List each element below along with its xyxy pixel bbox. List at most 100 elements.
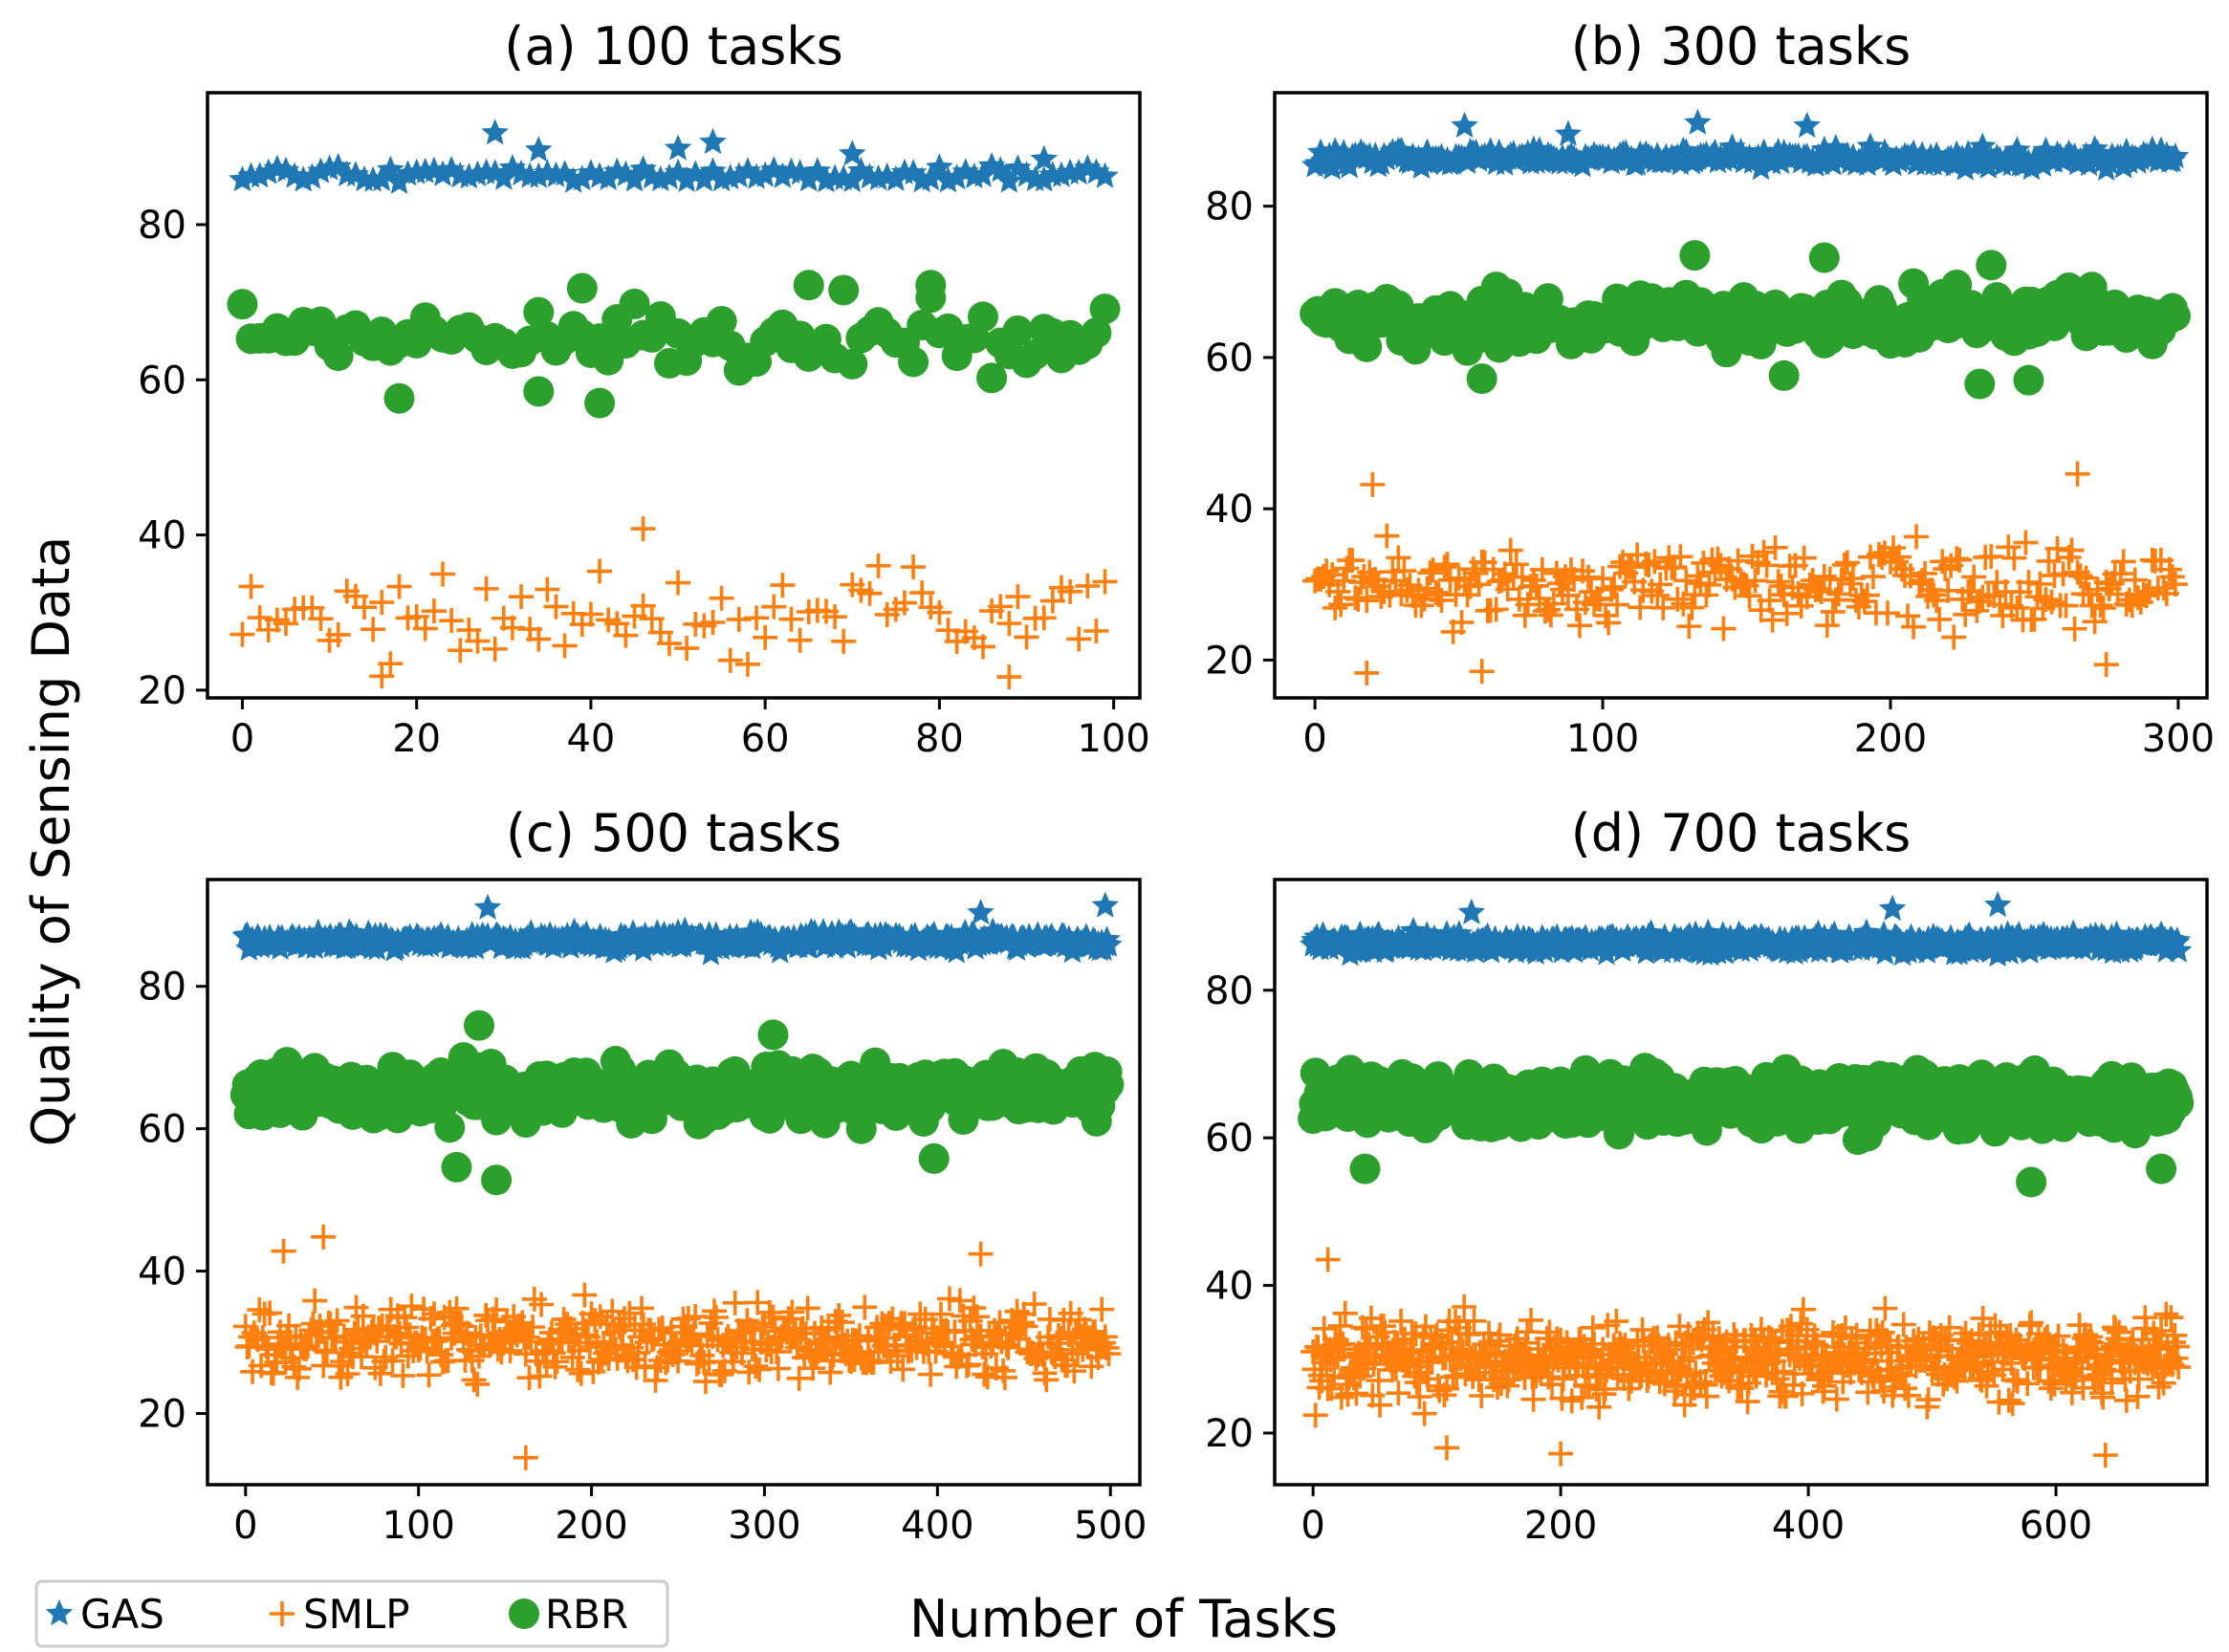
smlp-point (1671, 1348, 1696, 1374)
smlp-point (2158, 1305, 2184, 1331)
smlp-point (698, 1311, 724, 1337)
smlp-point (1344, 1380, 1369, 1406)
smlp-point (1407, 1384, 1432, 1410)
smlp-point (1520, 1386, 1546, 1412)
smlp-point (348, 1344, 374, 1370)
gas-point (943, 163, 971, 190)
smlp-point (369, 590, 395, 616)
x-tick-label: 400 (1772, 1504, 1845, 1548)
rbr-point (322, 340, 354, 372)
smlp-point (1083, 618, 1109, 643)
smlp-point (529, 1292, 555, 1317)
gas-point (655, 163, 684, 189)
smlp-point (1388, 1308, 1414, 1334)
smlp-point (677, 1327, 703, 1353)
series-smlp (232, 1224, 1122, 1470)
gas-point (385, 167, 413, 194)
smlp-point (367, 1360, 393, 1386)
gas-point (290, 165, 317, 192)
rbr-point (619, 288, 650, 319)
y-tick-label: 60 (1205, 1117, 1254, 1161)
gas-point (934, 166, 962, 193)
smlp-point (955, 1352, 981, 1378)
smlp-point (786, 1365, 812, 1391)
gas-point (428, 160, 457, 186)
smlp-point (2062, 616, 2087, 641)
smlp-point (1429, 587, 1454, 613)
smlp-point (1327, 1313, 1353, 1338)
smlp-point (2073, 565, 2099, 591)
smlp-point (1999, 593, 2024, 619)
smlp-point (1694, 582, 1719, 608)
rbr-point (1466, 363, 1497, 395)
smlp-point (2162, 1322, 2188, 1348)
gas-point (769, 162, 797, 188)
smlp-point (1780, 575, 1805, 600)
smlp-point (1742, 568, 1768, 594)
smlp-point (700, 610, 726, 636)
gas-point (229, 165, 256, 192)
legend-label: SMLP (303, 1591, 410, 1638)
smlp-point (314, 1339, 339, 1365)
smlp-point (692, 1369, 718, 1395)
smlp-point (412, 616, 438, 641)
smlp-point (1549, 576, 1575, 602)
smlp-point (2082, 609, 2108, 635)
gas-point (795, 165, 822, 192)
smlp-point (1096, 1341, 1122, 1367)
smlp-point (513, 1445, 538, 1470)
smlp-point (521, 1286, 547, 1312)
gas-point (708, 165, 735, 192)
smlp-point (1650, 595, 1676, 620)
smlp-point (1417, 560, 1443, 586)
smlp-point (543, 594, 569, 620)
smlp-point (1771, 1359, 1797, 1384)
points (1298, 891, 2195, 1468)
smlp-point (430, 561, 456, 587)
gas-point (1457, 898, 1486, 924)
smlp-point (1366, 1368, 1391, 1394)
smlp-point (465, 628, 491, 654)
smlp-point (717, 647, 743, 673)
smlp-point (1811, 1373, 1837, 1399)
smlp-point (378, 651, 404, 677)
smlp-point (1596, 610, 1622, 636)
smlp-point (1433, 1376, 1459, 1402)
points (1300, 108, 2191, 685)
series-gas (229, 119, 1119, 194)
smlp-point (1774, 600, 1800, 626)
smlp-point (1091, 1330, 1117, 1356)
smlp-point (461, 1367, 487, 1393)
x-tick-label: 0 (1302, 717, 1326, 761)
smlp-point (1694, 1383, 1719, 1409)
smlp-point (2092, 1443, 2118, 1468)
smlp-point (778, 606, 804, 632)
smlp-point (1540, 1372, 1565, 1398)
y-tick-label: 60 (138, 359, 186, 402)
smlp-point (352, 595, 378, 620)
smlp-point (829, 1310, 855, 1336)
smlp-point (1874, 600, 1900, 626)
gas-point (917, 164, 945, 191)
series-gas (1299, 891, 2193, 967)
smlp-point (1915, 1387, 1941, 1413)
smlp-point (1808, 578, 1834, 604)
smlp-point (918, 1361, 944, 1387)
smlp-point (1599, 576, 1625, 602)
smlp-point (947, 1288, 972, 1314)
smlp-point (744, 605, 770, 631)
gas-point (672, 165, 701, 192)
smlp-point (1092, 569, 1118, 595)
smlp-point (2153, 1301, 2179, 1327)
gas-point (1030, 165, 1058, 192)
gas-point (368, 164, 396, 191)
smlp-point (1700, 1323, 1726, 1349)
legend-item-gas: GAS (45, 1591, 164, 1638)
smlp-point (1519, 1307, 1544, 1333)
rbr-point (1093, 1069, 1125, 1100)
smlp-point (2038, 1376, 2064, 1402)
smlp-point (1890, 1362, 1915, 1388)
rbr-point (1679, 240, 1711, 272)
